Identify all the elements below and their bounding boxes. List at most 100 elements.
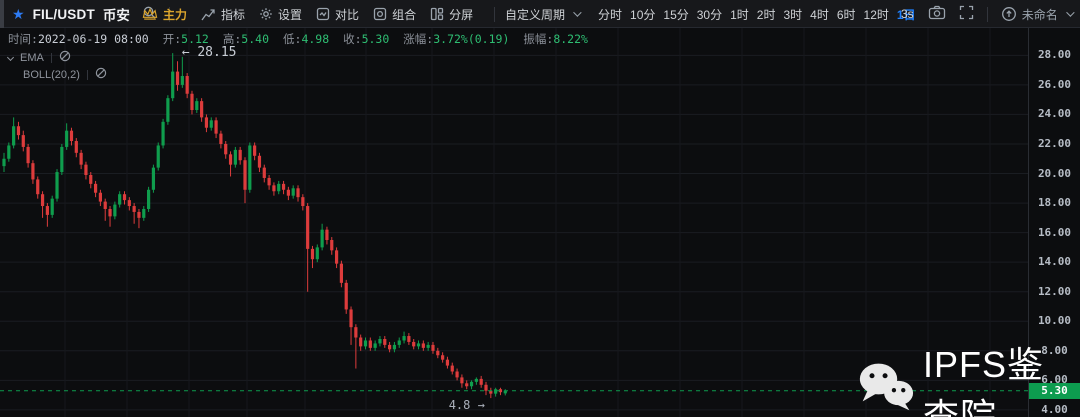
- low-price-annotation: 4.8 →: [449, 398, 485, 412]
- candle-body: [209, 120, 213, 128]
- candle-body: [103, 201, 107, 209]
- period-button-4[interactable]: 30分: [696, 7, 723, 22]
- candle-body: [84, 164, 88, 176]
- candle-body: [262, 167, 266, 178]
- combo-icon: [373, 7, 387, 21]
- candlestick-chart-canvas[interactable]: ← 28.15 4.8 →: [0, 28, 1028, 417]
- candle-body: [489, 390, 493, 394]
- price-tick-label: 8.00: [1041, 343, 1068, 357]
- period-button-6[interactable]: 2时: [756, 7, 776, 22]
- low-label: 低:: [283, 32, 302, 46]
- period-button-11[interactable]: 1日: [896, 7, 916, 22]
- candle-body: [450, 365, 454, 372]
- candle-body: [156, 145, 160, 168]
- save-layout-button[interactable]: 未命名: [1001, 6, 1075, 23]
- cloud-upload-icon: [1001, 6, 1017, 22]
- period-button-7[interactable]: 3时: [783, 7, 803, 22]
- candle-body: [344, 282, 348, 310]
- combo-button[interactable]: 组合: [373, 6, 416, 23]
- candle-body: [465, 383, 469, 387]
- panel-handle[interactable]: [0, 0, 4, 28]
- gear-icon: [259, 7, 273, 21]
- candle-body: [388, 344, 392, 350]
- candle-body: [171, 71, 175, 99]
- price-tick-label: 28.00: [1037, 48, 1072, 62]
- candle-body: [441, 355, 445, 360]
- low-value: 4.98: [301, 32, 330, 46]
- divider: [986, 6, 988, 22]
- favorite-star-icon[interactable]: ★: [12, 6, 25, 22]
- seconds-period-button[interactable]: 3s: [901, 7, 914, 21]
- period-button-10[interactable]: 12时: [863, 7, 889, 22]
- candle-body: [253, 145, 257, 156]
- high-price-annotation: ← 28.15: [182, 45, 237, 60]
- candle-body: [7, 145, 11, 159]
- candle-body: [503, 390, 507, 394]
- candle-body: [224, 143, 228, 155]
- candle-body: [281, 183, 286, 190]
- indicators-button[interactable]: 指标: [201, 6, 245, 23]
- symbol-title[interactable]: FIL/USDT: [32, 6, 95, 22]
- candle-body: [339, 263, 343, 283]
- period-button-1[interactable]: 分时: [598, 7, 623, 22]
- candle-body: [412, 341, 416, 347]
- divider: [494, 7, 495, 22]
- candle-body: [426, 344, 430, 348]
- candle-body: [243, 160, 247, 190]
- hide-ema-icon[interactable]: [59, 50, 71, 65]
- crown-icon: [142, 7, 158, 21]
- candle-body: [238, 149, 242, 161]
- camera-icon[interactable]: [928, 5, 946, 23]
- layout-name-label: 未命名: [1021, 7, 1058, 22]
- candle-body: [436, 350, 440, 356]
- amplitude-label: 振幅:: [523, 32, 554, 46]
- settings-button[interactable]: 设置: [259, 6, 302, 23]
- candle-body: [325, 229, 329, 241]
- candle-body: [21, 135, 25, 147]
- candle-body: [122, 194, 127, 201]
- candle-body: [469, 381, 474, 387]
- chevron-down-icon: [1065, 8, 1075, 17]
- period-button-2[interactable]: 10分: [630, 7, 656, 22]
- indicator-legend: EMA BOLL(20,2): [6, 50, 107, 84]
- period-button-9[interactable]: 6时: [836, 7, 856, 22]
- candle-body: [334, 250, 339, 264]
- divider: [168, 6, 170, 22]
- hide-boll-icon[interactable]: [95, 67, 107, 82]
- price-tick-label: 12.00: [1037, 284, 1072, 298]
- split-screen-icon: [430, 7, 444, 21]
- candle-body: [45, 206, 49, 215]
- candle-body: [431, 344, 435, 351]
- candle-body: [383, 338, 387, 345]
- split-screen-button[interactable]: 分屏: [430, 6, 473, 23]
- compare-icon: [316, 7, 330, 21]
- candle-body: [349, 309, 353, 328]
- price-axis[interactable]: 5.30 4.00 6.00 8.00 10.00 12.00 14.00 16.00 18.…: [1028, 28, 1080, 417]
- candle-body: [74, 141, 78, 153]
- high-value: 5.40: [241, 32, 269, 46]
- period-button-3[interactable]: 15分: [663, 7, 689, 22]
- price-tick-label: 16.00: [1037, 225, 1072, 239]
- price-tick-label: 18.00: [1037, 196, 1072, 210]
- period-button-8[interactable]: 4时: [810, 7, 829, 22]
- candle-body: [161, 121, 165, 146]
- fullscreen-icon[interactable]: [959, 5, 974, 23]
- candle-body: [233, 149, 237, 165]
- candle-body: [455, 371, 459, 378]
- price-tick-label: 14.00: [1037, 255, 1072, 269]
- main-force-button[interactable]: 主力: [142, 6, 187, 23]
- candle-body: [378, 338, 382, 344]
- period-button-5[interactable]: 1时: [730, 7, 749, 22]
- custom-period-dropdown[interactable]: 自定义周期: [505, 6, 582, 23]
- divider: [86, 69, 88, 80]
- high-label: 高:: [222, 32, 242, 46]
- candle-body: [147, 189, 151, 209]
- chevron-down-icon: [573, 8, 582, 17]
- candle-body: [306, 206, 310, 249]
- compare-button[interactable]: 对比: [316, 6, 359, 23]
- collapse-chevron-icon[interactable]: [6, 53, 15, 62]
- candle-body: [113, 204, 117, 217]
- candle-body: [151, 167, 156, 190]
- candle-body: [31, 163, 35, 180]
